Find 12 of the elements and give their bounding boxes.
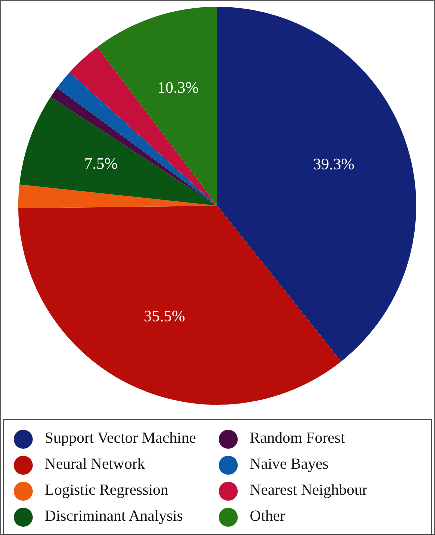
data-label: 39.3% xyxy=(313,156,355,174)
legend-label: Support Vector Machine xyxy=(45,430,196,448)
legend-label: Other xyxy=(250,508,286,526)
legend-label: Naive Bayes xyxy=(250,456,329,474)
legend-label: Logistic Regression xyxy=(45,482,169,500)
data-label: 35.5% xyxy=(144,308,186,326)
legend-label: Neural Network xyxy=(45,456,146,474)
legend-label: Nearest Neighbour xyxy=(250,482,368,500)
data-label: 10.3% xyxy=(158,80,199,98)
data-label: 7.5% xyxy=(84,156,118,173)
legend-label: Discriminant Analysis xyxy=(45,508,184,526)
legend-label: Random Forest xyxy=(250,430,346,448)
